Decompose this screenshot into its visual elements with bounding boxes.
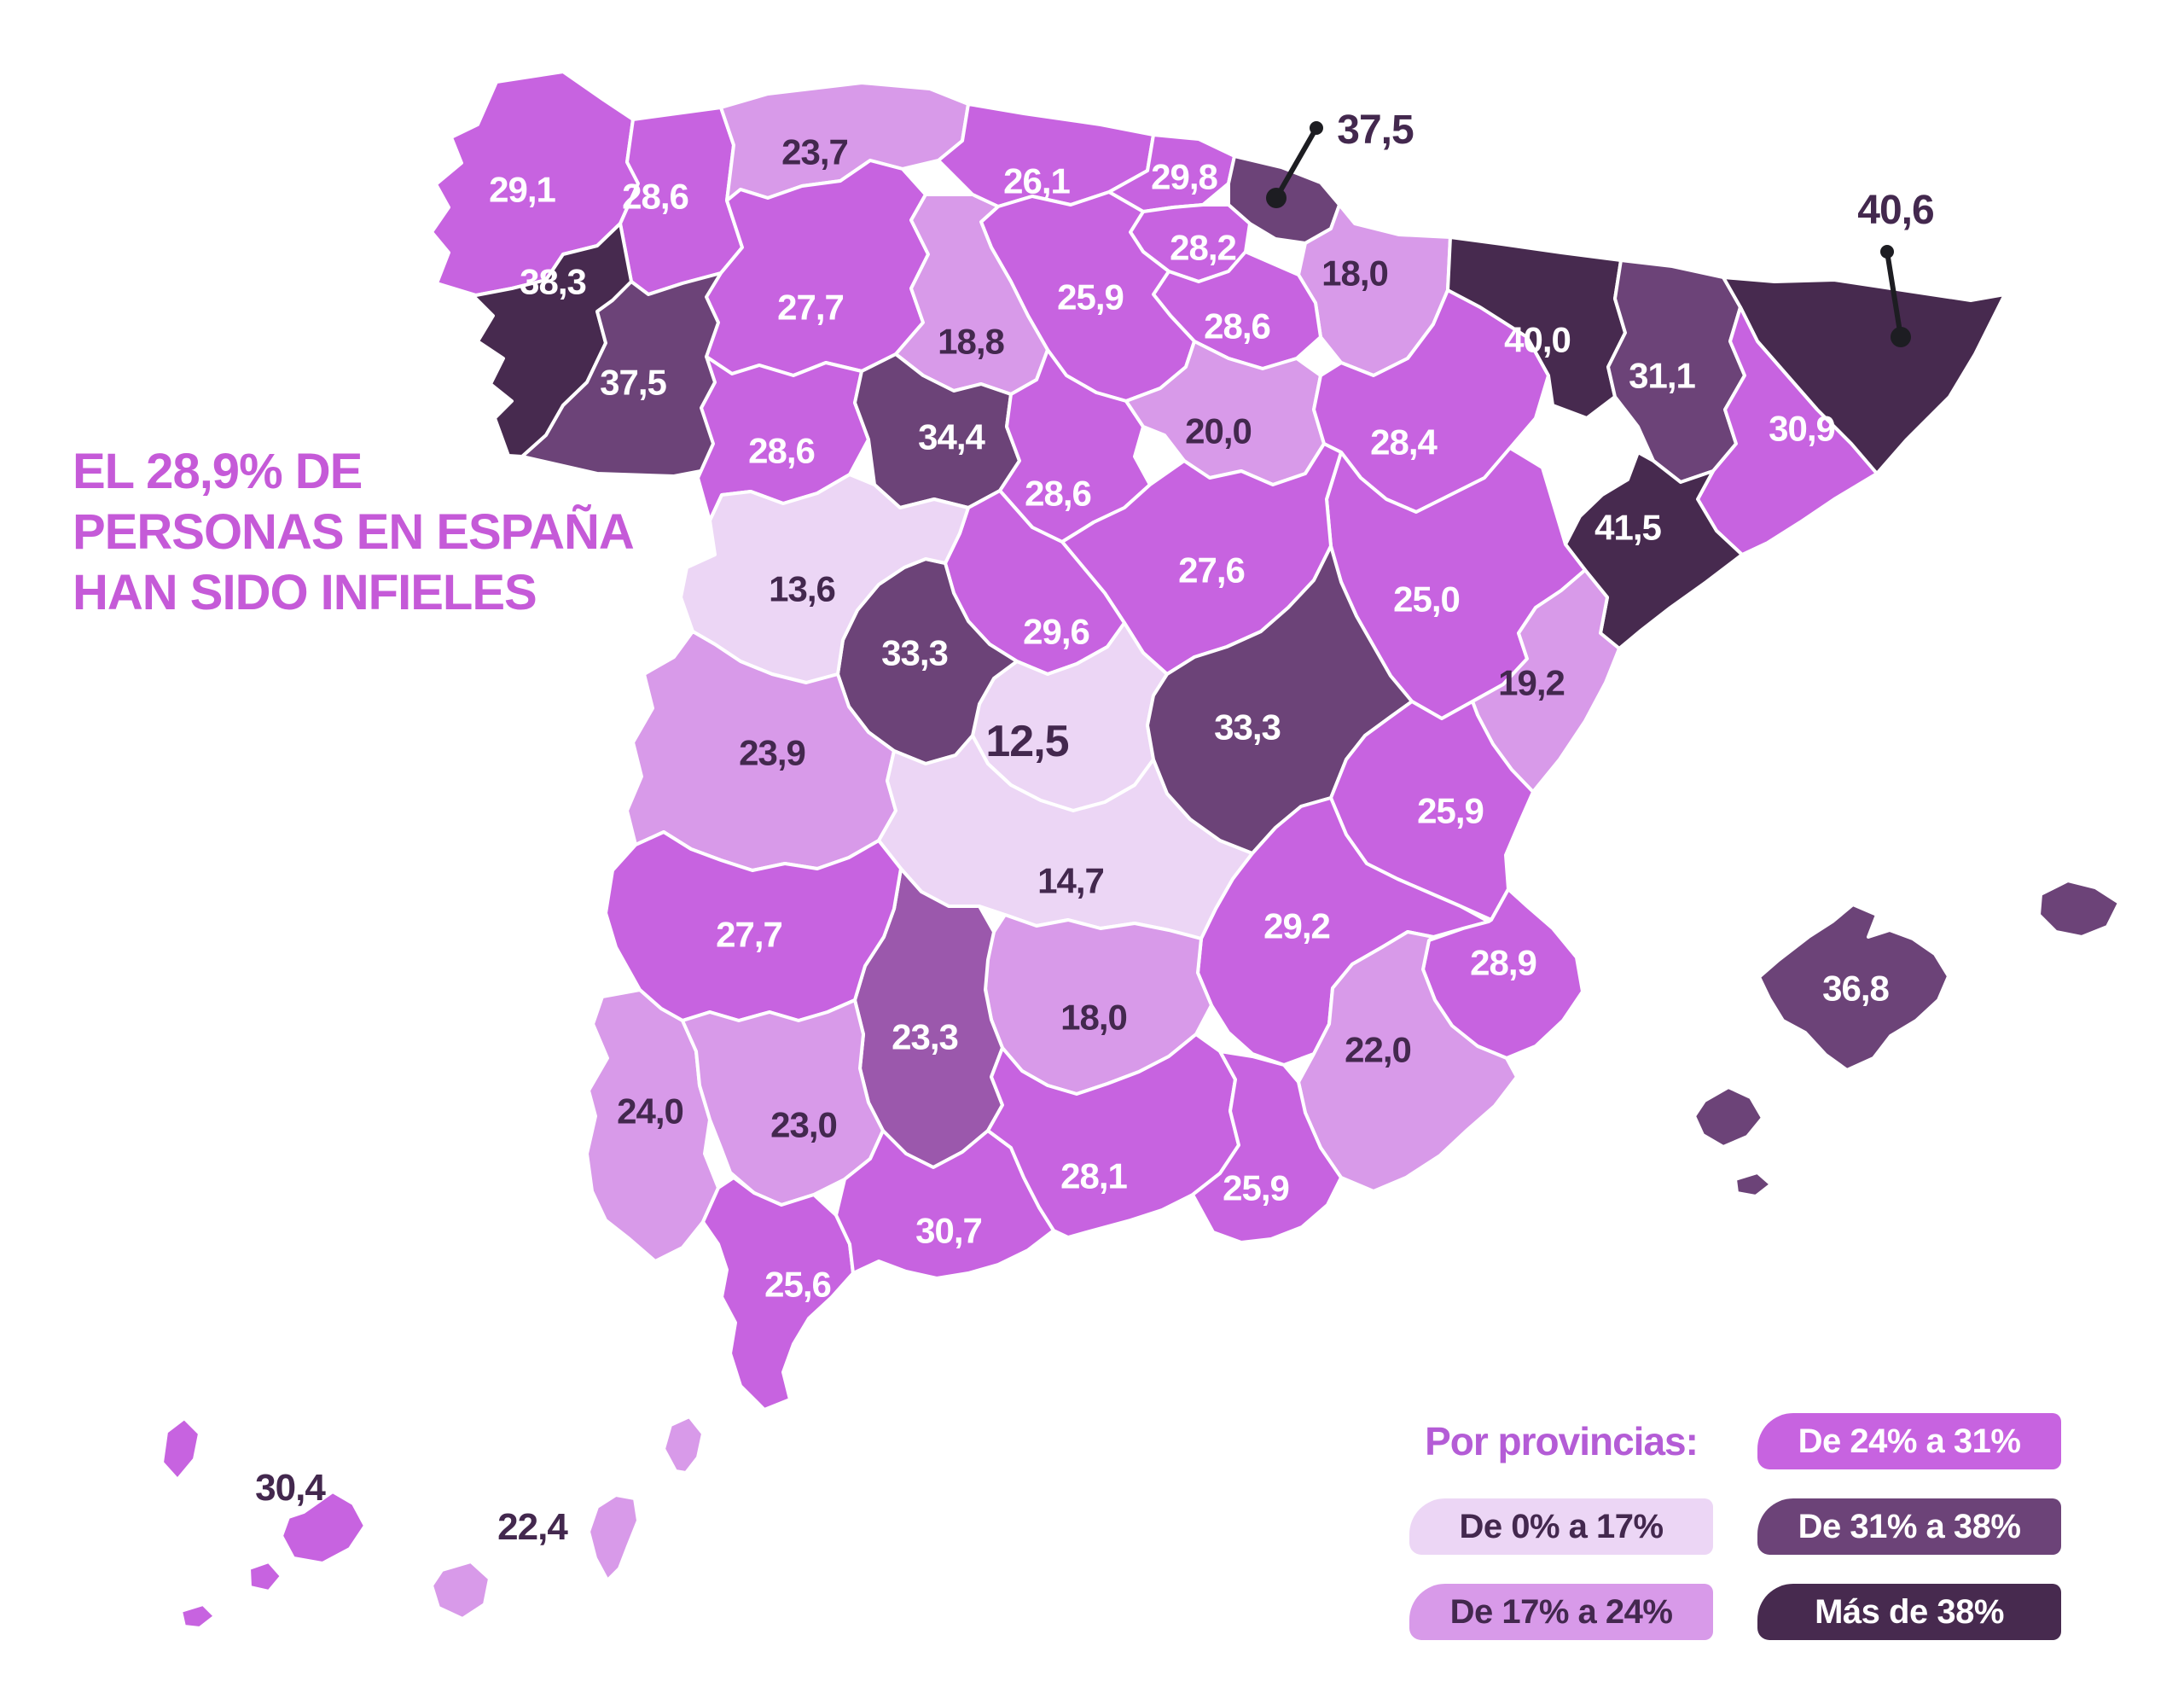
page-title: EL 28,9% DE PERSONAS EN ESPAÑA HAN SIDO … bbox=[73, 442, 721, 623]
region-value-label: 18,0 bbox=[1060, 998, 1127, 1038]
region-value-label: 20,0 bbox=[1185, 411, 1252, 451]
title-line-1: EL 28,9% DE bbox=[73, 444, 363, 499]
map-region bbox=[587, 1493, 640, 1582]
region-value-label: 28,9 bbox=[1470, 943, 1536, 983]
map-region bbox=[2037, 879, 2121, 939]
region-value-label: 25,9 bbox=[1057, 277, 1124, 317]
callout-line bbox=[1274, 126, 1319, 200]
region-value-label: 40,0 bbox=[1504, 320, 1571, 360]
map-region bbox=[1696, 305, 1879, 556]
region-value-label: 28,6 bbox=[1204, 306, 1270, 346]
map-region bbox=[160, 1417, 201, 1481]
map-region bbox=[1693, 1085, 1764, 1149]
region-value-label: 19,2 bbox=[1498, 663, 1565, 703]
map-region bbox=[1297, 930, 1519, 1193]
map-region bbox=[662, 1415, 705, 1475]
region-value-label: 12,5 bbox=[985, 717, 1068, 766]
region-value-label: 23,7 bbox=[781, 132, 848, 172]
region-value-label: 25,9 bbox=[1223, 1168, 1289, 1208]
region-value-label: 30,9 bbox=[1769, 409, 1835, 449]
region-value-label: 37,5 bbox=[600, 363, 666, 403]
region-value-label: 29,8 bbox=[1151, 157, 1217, 197]
region-value-label: 24,0 bbox=[617, 1091, 683, 1132]
callout-dot bbox=[1891, 327, 1911, 347]
region-value-label: 23,9 bbox=[739, 733, 805, 773]
legend-chip-17-24: De 17% a 24% bbox=[1409, 1584, 1713, 1640]
map-region bbox=[247, 1560, 283, 1593]
map-region bbox=[834, 1129, 1055, 1280]
map-region bbox=[679, 473, 970, 684]
callout-line bbox=[1885, 251, 1903, 338]
region-value-label: 22,0 bbox=[1345, 1030, 1411, 1070]
region-value-label: 25,6 bbox=[764, 1265, 831, 1305]
region-value-label: 25,0 bbox=[1393, 579, 1460, 620]
map-legend: Por provincias: De 24% a 31% De 0% a 17%… bbox=[1409, 1413, 2061, 1640]
region-value-label: 28,6 bbox=[748, 431, 815, 471]
region-value-label: 41,5 bbox=[1594, 508, 1661, 548]
region-value-label: 27,7 bbox=[716, 915, 782, 955]
region-value-label: 28,1 bbox=[1060, 1156, 1127, 1196]
region-value-label: 27,6 bbox=[1178, 550, 1245, 591]
legend-chip-0-17: De 0% a 17% bbox=[1409, 1498, 1713, 1555]
legend-chip-24-31: De 24% a 31% bbox=[1757, 1413, 2061, 1469]
region-value-label: 18,0 bbox=[1321, 253, 1388, 294]
callout-dot bbox=[1310, 121, 1323, 135]
region-value-label: 33,3 bbox=[1214, 707, 1281, 748]
map-region bbox=[1191, 1050, 1343, 1244]
region-value-label: 28,4 bbox=[1370, 422, 1438, 463]
callout-dot bbox=[1880, 245, 1894, 259]
region-value-label: 27,7 bbox=[777, 288, 844, 328]
callout-dot bbox=[1266, 188, 1287, 208]
island-value-label: 22,4 bbox=[497, 1506, 568, 1548]
region-value-label: 23,0 bbox=[770, 1105, 837, 1145]
region-value-label: 23,3 bbox=[892, 1017, 958, 1057]
region-value-label: 30,7 bbox=[915, 1211, 982, 1251]
region-value-label: 13,6 bbox=[769, 569, 835, 609]
callout-value-label: 40,6 bbox=[1857, 188, 1933, 233]
region-value-label: 38,3 bbox=[520, 262, 586, 302]
map-region bbox=[179, 1603, 217, 1630]
legend-chip-38plus: Más de 38% bbox=[1757, 1584, 2061, 1640]
title-line-2: PERSONAS EN ESPAÑA bbox=[73, 503, 635, 560]
region-value-label: 36,8 bbox=[1822, 969, 1889, 1009]
title-line-3: HAN SIDO INFIELES bbox=[73, 564, 537, 620]
region-value-label: 25,9 bbox=[1417, 791, 1484, 831]
map-region bbox=[280, 1490, 367, 1565]
legend-chip-31-38: De 31% a 38% bbox=[1757, 1498, 2061, 1555]
region-value-label: 18,8 bbox=[938, 322, 1004, 362]
region-value-label: 33,3 bbox=[881, 633, 948, 673]
map-region bbox=[430, 1560, 491, 1620]
island-value-label: 30,4 bbox=[255, 1467, 326, 1509]
region-value-label: 34,4 bbox=[918, 417, 985, 457]
region-value-label: 26,1 bbox=[1003, 161, 1070, 201]
map-region bbox=[1471, 568, 1621, 794]
region-value-label: 29,2 bbox=[1263, 906, 1330, 946]
region-value-label: 28,2 bbox=[1170, 228, 1236, 268]
region-value-label: 31,1 bbox=[1629, 356, 1695, 396]
map-region bbox=[1734, 1171, 1773, 1198]
map-region bbox=[1757, 903, 1950, 1072]
region-value-label: 29,1 bbox=[489, 170, 555, 210]
region-value-label: 29,6 bbox=[1023, 612, 1089, 652]
callout-value-label: 37,5 bbox=[1337, 108, 1414, 153]
region-value-label: 14,7 bbox=[1037, 861, 1104, 901]
region-value-label: 28,6 bbox=[622, 177, 688, 217]
region-value-label: 28,6 bbox=[1025, 474, 1091, 514]
legend-heading: Por provincias: bbox=[1425, 1419, 1699, 1463]
map-region bbox=[705, 159, 930, 377]
